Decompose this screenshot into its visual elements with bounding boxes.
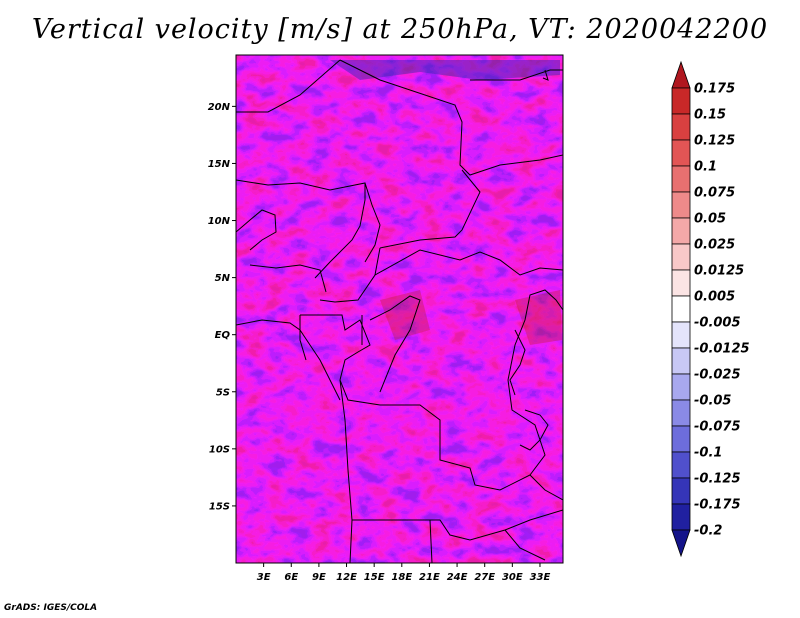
colorbar-label: -0.075	[694, 420, 741, 435]
colorbar-label: 0.0125	[694, 264, 744, 279]
colorbar-swatch	[671, 295, 691, 323]
lat-label: 10N	[208, 216, 231, 227]
lon-label: 3E	[257, 572, 271, 583]
colorbar-label: -0.125	[694, 472, 741, 487]
colorbar-swatch	[671, 191, 691, 219]
map-title: Vertical velocity [m/s] at 250hPa, VT: 2…	[31, 14, 769, 45]
colorbar	[671, 60, 691, 558]
colorbar-swatch	[671, 425, 691, 453]
lat-label: 15N	[208, 159, 231, 170]
velocity-field	[236, 55, 563, 563]
colorbar-swatch	[671, 347, 691, 375]
colorbar-label: 0.125	[694, 134, 735, 149]
lon-label: 6E	[284, 572, 298, 583]
lon-label: 30E	[502, 572, 523, 583]
colorbar-swatch	[671, 165, 691, 193]
latitude-axis: 20N 15N 10N 5N EQ 5S 10S 15S	[208, 102, 236, 512]
lat-label: 10S	[209, 444, 230, 455]
colorbar-swatch	[671, 139, 691, 167]
colorbar-label: -0.2	[694, 524, 722, 539]
colorbar-label: -0.175	[694, 498, 741, 513]
colorbar-swatch	[671, 477, 691, 505]
lon-label: 15E	[364, 572, 385, 583]
map-frame	[235, 54, 564, 564]
colorbar-label: 0.075	[694, 186, 735, 201]
colorbar-swatch	[671, 321, 691, 349]
colorbar-swatch	[671, 373, 691, 401]
colorbar-label: -0.025	[694, 368, 741, 383]
colorbar-swatch	[671, 243, 691, 271]
colorbar-label: 0.025	[694, 238, 735, 253]
longitude-axis: 3E 6E 9E 12E 15E 18E 21E 24E 27E 30E 33E	[257, 563, 551, 583]
lat-label: EQ	[215, 330, 231, 341]
lon-label: 24E	[447, 572, 468, 583]
colorbar-label: 0.15	[694, 108, 726, 123]
colorbar-label: 0.175	[694, 82, 735, 97]
colorbar-swatch	[671, 113, 691, 141]
lat-label: 5S	[216, 387, 230, 398]
colorbar-swatch	[671, 529, 691, 558]
lon-label: 21E	[419, 572, 440, 583]
lon-label: 33E	[530, 572, 551, 583]
lat-label: 15S	[209, 501, 230, 512]
colorbar-label: -0.005	[694, 316, 741, 331]
colorbar-label: 0.005	[694, 290, 735, 305]
colorbar-swatch	[671, 451, 691, 479]
lon-label: 27E	[474, 572, 495, 583]
colorbar-swatch	[671, 217, 691, 245]
colorbar-label: -0.05	[694, 394, 731, 409]
lat-label: 5N	[215, 273, 231, 284]
country-borders	[236, 59, 563, 563]
lon-label: 12E	[336, 572, 357, 583]
colorbar-label: -0.0125	[694, 342, 750, 357]
colorbar-labels: 0.175 0.15 0.125 0.1 0.075 0.05 0.025 0.0125 0.0…	[694, 82, 750, 539]
colorbar-swatch	[671, 87, 691, 115]
colorbar-label: -0.1	[694, 446, 722, 461]
colorbar-swatch	[671, 60, 691, 89]
grads-credit: GrADS: IGES/COLA	[4, 603, 98, 613]
colorbar-swatch	[671, 399, 691, 427]
lon-label: 9E	[312, 572, 326, 583]
lon-label: 18E	[391, 572, 412, 583]
colorbar-label: 0.05	[694, 212, 726, 227]
colorbar-swatch	[671, 503, 691, 531]
colorbar-label: 0.1	[694, 160, 717, 175]
lat-label: 20N	[208, 102, 231, 113]
colorbar-swatch	[671, 269, 691, 297]
